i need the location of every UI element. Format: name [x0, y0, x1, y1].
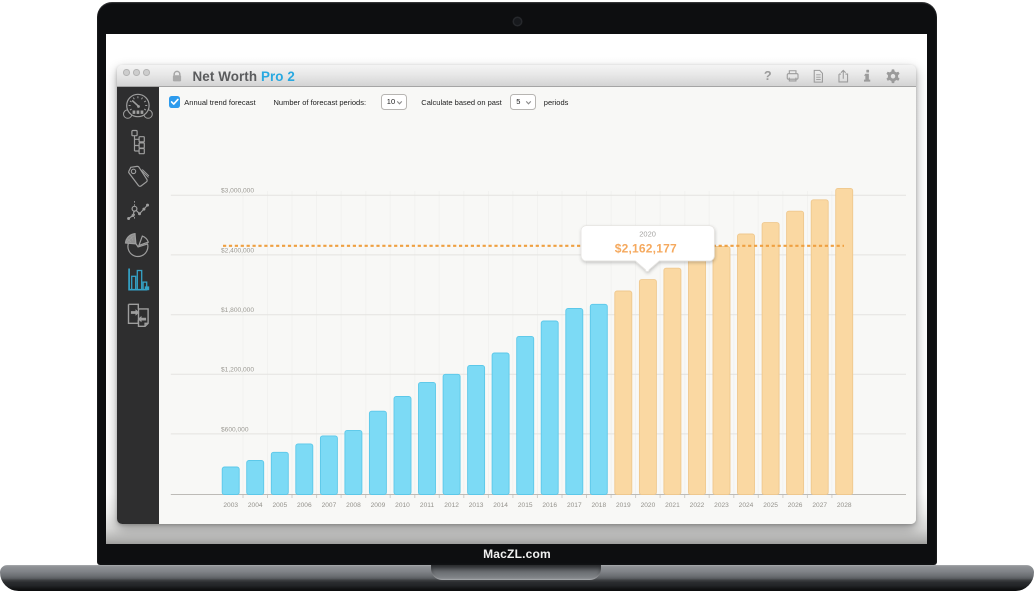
svg-text:2003: 2003 [223, 502, 238, 509]
svg-text:$1,200,000: $1,200,000 [221, 367, 254, 374]
svg-text:2005: 2005 [272, 502, 287, 509]
svg-text:2026: 2026 [788, 502, 803, 509]
svg-text:2007: 2007 [322, 502, 337, 509]
svg-text:2013: 2013 [469, 502, 484, 509]
svg-text:2019: 2019 [616, 502, 631, 509]
svg-text:2009: 2009 [371, 502, 386, 509]
svg-text:2025: 2025 [763, 502, 778, 509]
svg-text:2014: 2014 [493, 502, 508, 509]
svg-text:2028: 2028 [837, 502, 852, 509]
svg-text:2011: 2011 [420, 502, 435, 509]
svg-text:2020: 2020 [641, 502, 656, 509]
svg-text:2015: 2015 [518, 502, 533, 509]
svg-text:$3,000,000: $3,000,000 [221, 188, 254, 195]
svg-text:2021: 2021 [665, 502, 680, 509]
svg-text:2023: 2023 [714, 502, 729, 509]
svg-text:$600,000: $600,000 [221, 426, 249, 433]
svg-text:2010: 2010 [395, 502, 410, 509]
svg-text:2022: 2022 [690, 502, 705, 509]
svg-text:2006: 2006 [297, 502, 312, 509]
svg-text:2027: 2027 [812, 502, 827, 509]
svg-text:2012: 2012 [444, 502, 459, 509]
svg-text:2017: 2017 [567, 502, 582, 509]
svg-text:2020: 2020 [639, 230, 656, 239]
svg-text:2008: 2008 [346, 502, 361, 509]
svg-text:$1,800,000: $1,800,000 [221, 307, 254, 314]
svg-text:$2,400,000: $2,400,000 [221, 247, 254, 254]
svg-text:2016: 2016 [542, 502, 557, 509]
svg-text:$2,162,177: $2,162,177 [615, 242, 677, 256]
svg-text:2018: 2018 [591, 502, 606, 509]
svg-text:?: ? [764, 69, 772, 83]
svg-text:2024: 2024 [739, 502, 754, 509]
svg-text:2004: 2004 [248, 502, 263, 509]
